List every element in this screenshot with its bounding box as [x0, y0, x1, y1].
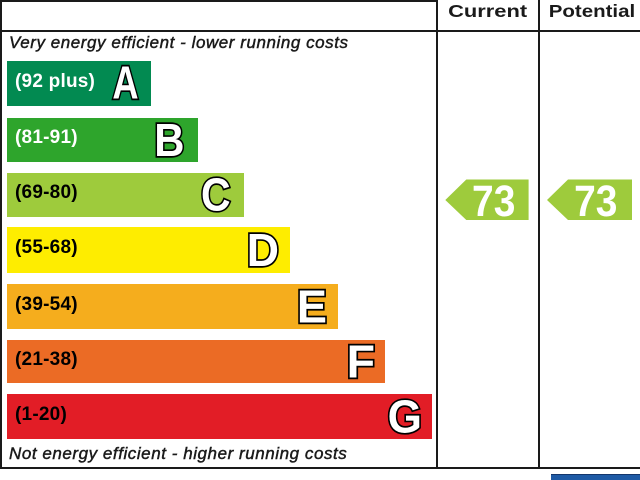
svg-text:B: B — [154, 114, 184, 166]
svg-text:D: D — [247, 224, 279, 276]
svg-text:F: F — [347, 335, 375, 387]
svg-text:73: 73 — [574, 177, 617, 226]
svg-text:E: E — [297, 281, 327, 333]
svg-text:G: G — [388, 390, 422, 442]
svg-text:A: A — [112, 56, 138, 108]
svg-text:C: C — [201, 168, 231, 220]
svg-text:73: 73 — [472, 177, 515, 226]
